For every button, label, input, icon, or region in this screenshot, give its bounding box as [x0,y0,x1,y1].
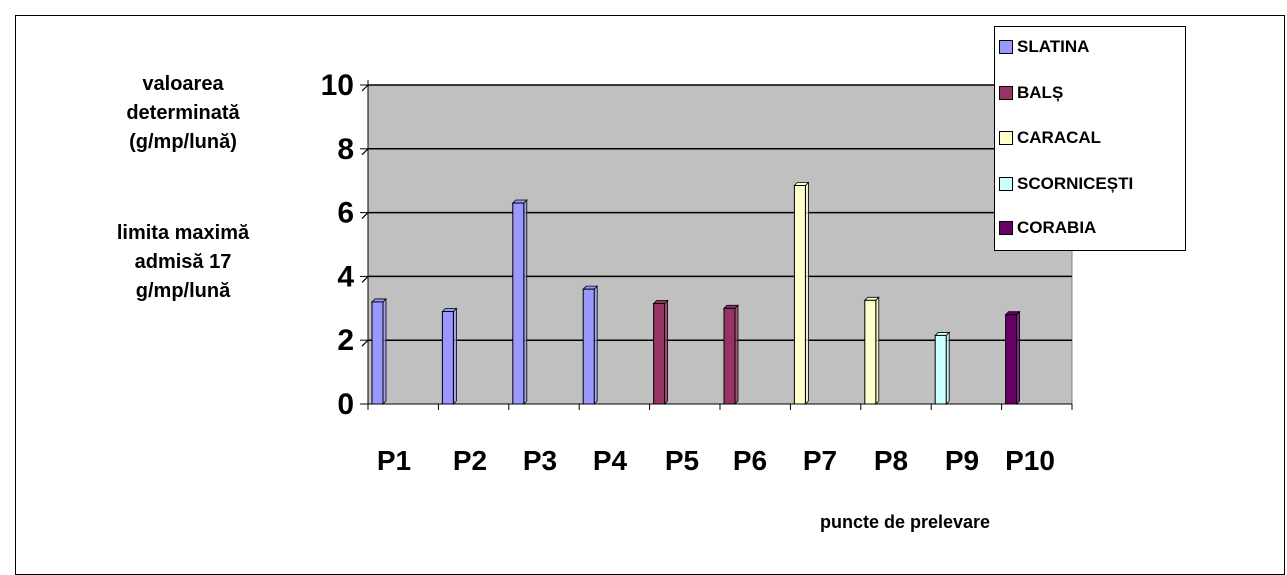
bar [582,288,595,405]
legend-swatch [999,40,1013,54]
legend-item: CORABIA [999,218,1096,238]
legend-label: SLATINA [1017,37,1090,56]
bar [934,334,947,405]
limit-note-line: admisă 17 [134,251,232,273]
y-tick-label: 10 [321,69,354,102]
bar [1005,314,1018,405]
x-tick-label: P9 [945,445,979,476]
gridline [361,339,369,347]
legend-label: SCORNICEȘTI [1017,174,1134,193]
x-tick-label: P3 [523,445,557,476]
y-axis-label-line: determinată [126,102,240,124]
x-axis-label: puncte de prelevare [820,512,991,532]
y-tick-label: 8 [337,133,354,166]
gridline [361,84,369,92]
gridline [361,212,369,220]
x-tick-label: P10 [1005,445,1055,476]
legend-swatch [999,177,1013,191]
legend-swatch [999,86,1013,100]
legend-swatch [999,221,1013,235]
bar [653,303,666,405]
x-tick-label: P7 [803,445,837,476]
legend-swatch [999,131,1013,145]
gridline [361,275,369,283]
x-tick-label: P4 [593,445,628,476]
legend-item: SLATINA [999,37,1089,57]
gridline [361,148,369,156]
plot-area [367,84,1073,405]
bar [723,307,736,405]
legend-label: BALȘ [1017,83,1064,102]
limit-note-line: g/mp/lună [135,280,231,302]
bar [793,184,806,405]
legend-label: CORABIA [1017,218,1097,237]
x-tick-label: P1 [377,445,411,476]
chart-legend: SLATINA BALȘ CARACAL SCORNICEȘTI CORABIA [994,26,1186,251]
y-axis-label: valoarea determinată (g/mp/lună) limita … [92,70,274,306]
limit-note: limita maximă admisă 17 g/mp/lună [92,219,274,306]
legend-item: CARACAL [999,128,1101,148]
legend-item: SCORNICEȘTI [999,174,1133,194]
bar [441,310,454,405]
x-tick-label: P2 [453,445,487,476]
bar [371,301,384,405]
y-tick-label: 6 [337,197,354,230]
legend-item: BALȘ [999,83,1063,103]
y-tick-label: 2 [337,324,354,357]
limit-note-line: limita maximă [116,222,250,244]
y-tick-label: 4 [337,260,354,293]
y-tick-label: 0 [337,388,354,421]
x-tick-label: P6 [733,445,767,476]
bar [512,202,525,405]
y-axis-label-line: valoarea [142,73,224,95]
legend-label: CARACAL [1017,128,1102,147]
bar [864,299,877,405]
x-tick-label: P8 [874,445,908,476]
y-axis-label-line: (g/mp/lună) [129,131,237,153]
x-tick-label: P5 [665,445,699,476]
